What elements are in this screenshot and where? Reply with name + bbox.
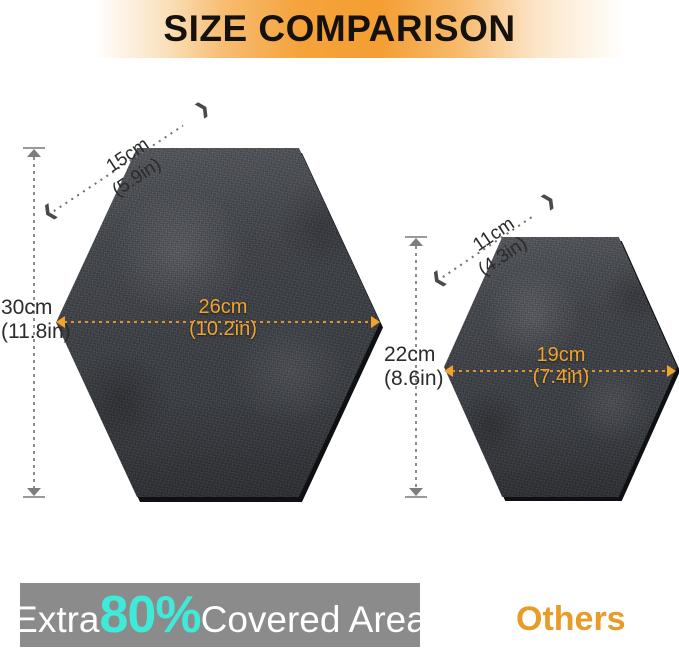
right-height-top-arrow <box>409 238 423 246</box>
others-label: Others <box>516 600 626 638</box>
left-width-label-in: (10.2in) <box>189 318 257 340</box>
left-width-left-arrow <box>56 316 65 328</box>
right-height-label-cm: 22cm <box>384 343 436 366</box>
coverage-percent-value: 80% <box>99 586 202 644</box>
right-height-bottom-bar <box>405 496 427 498</box>
left-height-top-arrow <box>27 149 41 157</box>
coverage-banner: Extra 80% Covered Area <box>13 583 427 647</box>
left-edge-end-arrow: ❱ <box>190 96 214 121</box>
left-width-label-cm: 26cm <box>198 296 248 318</box>
right-width-dimension-line <box>452 370 670 372</box>
left-height-bottom-bar <box>23 496 45 498</box>
coverage-banner-text: Extra 80% Covered Area <box>13 585 427 645</box>
right-width-label-in: (7.4in) <box>532 366 590 388</box>
right-width-right-arrow <box>667 365 676 377</box>
right-height-top-bar <box>405 236 427 238</box>
left-height-label-in: (11.8in) <box>1 320 71 343</box>
coverage-prefix-label: Extra <box>13 599 100 640</box>
right-edge-end-arrow: ❱ <box>536 188 560 213</box>
left-height-bottom-arrow <box>27 488 41 496</box>
right-height-bottom-arrow <box>409 488 423 496</box>
coverage-suffix-label: Covered Area <box>200 599 427 640</box>
right-height-label-in: (8.6in) <box>384 367 444 390</box>
left-height-dimension-line <box>33 157 35 489</box>
left-width-dimension-line <box>64 321 374 323</box>
page-title: SIZE COMPARISON <box>163 8 516 49</box>
right-width-label-cm: 19cm <box>536 344 586 366</box>
right-width-left-arrow <box>444 365 453 377</box>
right-height-dimension-line <box>415 246 417 489</box>
left-width-right-arrow <box>371 316 380 328</box>
left-height-top-bar <box>23 147 45 149</box>
left-height-label-cm: 30cm <box>1 296 53 319</box>
header-gradient-band <box>0 0 679 58</box>
